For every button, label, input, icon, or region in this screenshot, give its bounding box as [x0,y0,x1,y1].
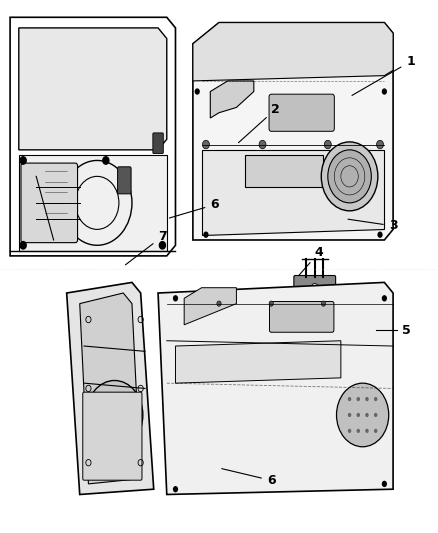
Circle shape [269,301,273,306]
FancyBboxPatch shape [21,163,78,243]
Circle shape [357,429,360,433]
Polygon shape [80,293,141,484]
Circle shape [348,397,351,401]
Circle shape [328,150,371,203]
Polygon shape [67,282,154,495]
Circle shape [311,284,318,292]
Circle shape [374,429,378,433]
Circle shape [378,231,383,238]
Circle shape [202,140,209,149]
Polygon shape [19,28,167,150]
Circle shape [348,413,351,417]
Circle shape [377,140,384,149]
Circle shape [382,481,387,487]
Text: 3: 3 [348,219,397,232]
FancyBboxPatch shape [269,302,334,332]
Polygon shape [245,155,323,187]
Circle shape [321,301,325,306]
Polygon shape [19,155,167,251]
FancyBboxPatch shape [153,133,163,154]
Text: 7: 7 [125,230,167,265]
Circle shape [173,486,178,492]
Polygon shape [210,81,254,118]
Circle shape [382,295,387,302]
Circle shape [336,383,389,447]
Circle shape [203,231,208,238]
Polygon shape [193,22,393,81]
Circle shape [374,397,378,401]
Text: 4: 4 [299,246,324,275]
Circle shape [194,88,200,95]
Polygon shape [184,288,237,325]
Text: 2: 2 [238,103,280,143]
FancyBboxPatch shape [294,276,336,300]
Circle shape [321,142,378,211]
Circle shape [365,413,369,417]
Circle shape [348,429,351,433]
Circle shape [86,381,143,449]
Polygon shape [176,341,341,383]
Circle shape [103,157,109,164]
Circle shape [173,295,178,302]
FancyBboxPatch shape [117,167,131,194]
Circle shape [365,429,369,433]
Polygon shape [193,22,393,240]
Circle shape [20,157,26,164]
Text: 6: 6 [170,198,219,218]
Circle shape [159,241,166,249]
Text: 1: 1 [352,55,415,95]
Circle shape [382,88,387,95]
Text: 6: 6 [222,469,276,487]
Circle shape [365,397,369,401]
FancyBboxPatch shape [83,392,142,480]
Circle shape [357,413,360,417]
Text: 5: 5 [402,324,410,337]
Circle shape [374,413,378,417]
Circle shape [97,394,132,436]
FancyBboxPatch shape [269,94,334,131]
Polygon shape [201,150,385,235]
Circle shape [217,301,221,306]
Circle shape [20,241,26,249]
Polygon shape [158,282,393,495]
Circle shape [259,140,266,149]
Circle shape [357,397,360,401]
Circle shape [324,140,331,149]
